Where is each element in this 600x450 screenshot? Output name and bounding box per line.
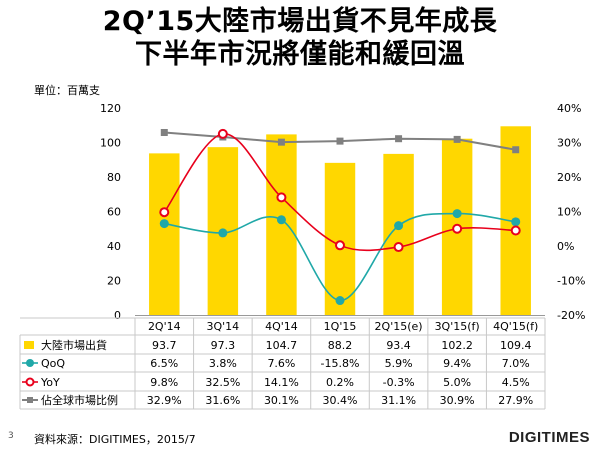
y-right-tick-label: -20% (557, 309, 585, 322)
table-cell-value: 31.6% (205, 394, 240, 407)
marker-global-share (160, 128, 168, 136)
table-cell-value: 30.4% (323, 394, 358, 407)
chart-title-line1: 2Q’15大陸市場出貨不見年成長 (102, 6, 498, 37)
table-cell-value: 9.4% (443, 357, 471, 370)
y-right-tick-label: 0% (557, 240, 574, 253)
marker-yoy (335, 240, 345, 251)
y-left-tick-label: 100 (100, 137, 121, 150)
table-cell-value: 30.1% (264, 394, 299, 407)
marker-yoy (510, 225, 521, 236)
source-label: 資料來源：DIGITIMES，2015/7 (34, 433, 196, 446)
digitimes-logo: DIGITIMES (508, 429, 590, 446)
table-cell-value: 104.7 (266, 339, 298, 352)
marker-global-share (512, 146, 520, 154)
x-category-label: 2Q'15(e) (375, 320, 423, 333)
table-cell-value: 93.4 (386, 339, 411, 352)
y-left-tick-label: 0 (114, 309, 121, 322)
table-cell-value: 5.0% (443, 376, 471, 389)
y-left-tick-label: 80 (107, 171, 121, 184)
marker-yoy (393, 242, 404, 253)
legend-key-qoq-marker (26, 359, 34, 367)
table-cell-value: 7.6% (267, 357, 295, 370)
marker-qoq (452, 209, 462, 219)
table-cell-value: -0.3% (383, 376, 415, 389)
table-cell-value: 27.9% (498, 394, 533, 407)
legend-label: 佔全球市場比例 (41, 393, 118, 407)
marker-global-share (395, 135, 403, 143)
marker-qoq (335, 296, 345, 306)
table-cell-value: 0.2% (326, 376, 354, 389)
table-cell-value: 14.1% (264, 376, 299, 389)
y-left-tick-label: 20 (107, 275, 121, 288)
legend-label: YoY (40, 376, 60, 389)
legend-key-yoy-marker (25, 377, 35, 387)
y-left-tick-label: 40 (107, 240, 121, 253)
marker-global-share (277, 138, 285, 146)
legend-key-share-marker (27, 397, 33, 403)
table-cell-value: 97.3 (211, 339, 236, 352)
table-cell-value: 30.9% (440, 394, 475, 407)
legend-label: 大陸市場出貨 (41, 338, 107, 352)
marker-yoy (217, 128, 228, 139)
marker-yoy (452, 223, 463, 234)
marker-qoq (218, 228, 228, 238)
marker-yoy (159, 207, 170, 218)
x-category-label: 4Q'14 (265, 320, 298, 333)
bar-shipment (149, 153, 180, 315)
page-number: 3 (8, 431, 14, 441)
table-cell-value: 88.2 (328, 339, 353, 352)
y-right-tick-label: 40% (557, 102, 581, 115)
marker-yoy (276, 192, 287, 203)
table-cell-value: 32.9% (147, 394, 182, 407)
y-left-tick-label: 120 (100, 102, 121, 115)
x-category-label: 3Q'15(f) (435, 320, 480, 333)
legend-label: QoQ (41, 357, 65, 370)
x-category-label: 1Q'15 (324, 320, 357, 333)
legend-key-shipment (24, 341, 34, 349)
table-cell-value: 31.1% (381, 394, 416, 407)
table-cell-value: 4.5% (502, 376, 530, 389)
marker-qoq (276, 215, 286, 225)
y-right-tick-label: 20% (557, 171, 581, 184)
x-category-label: 3Q'14 (207, 320, 240, 333)
marker-qoq (159, 219, 169, 229)
bar-shipment (324, 162, 356, 315)
table-cell-value: 32.5% (205, 376, 240, 389)
x-category-label: 4Q'15(f) (493, 320, 538, 333)
marker-global-share (336, 137, 344, 145)
marker-qoq (511, 217, 521, 227)
bar-shipment (383, 153, 414, 315)
marker-qoq (394, 221, 404, 231)
table-cell-value: 6.5% (150, 357, 178, 370)
table-cell-value: -15.8% (321, 357, 360, 370)
table-cell-value: 102.2 (441, 339, 473, 352)
y-right-tick-label: -10% (557, 275, 585, 288)
chart-title-line2: 下半年市況將僅能和緩回溫 (135, 39, 465, 70)
table-cell-value: 93.7 (152, 339, 177, 352)
y-left-tick-label: 60 (107, 206, 121, 219)
unit-label: 單位：百萬支 (34, 84, 100, 97)
bar-shipment (266, 134, 297, 315)
marker-global-share (453, 135, 461, 143)
table-cell-value: 7.0% (502, 357, 530, 370)
table-cell-value: 109.4 (500, 339, 532, 352)
table-cell-value: 9.8% (150, 376, 178, 389)
table-cell-value: 3.8% (209, 357, 237, 370)
y-right-tick-label: 10% (557, 206, 581, 219)
y-right-tick-label: 30% (557, 137, 581, 150)
table-cell-value: 5.9% (385, 357, 413, 370)
x-category-label: 2Q'14 (148, 320, 181, 333)
